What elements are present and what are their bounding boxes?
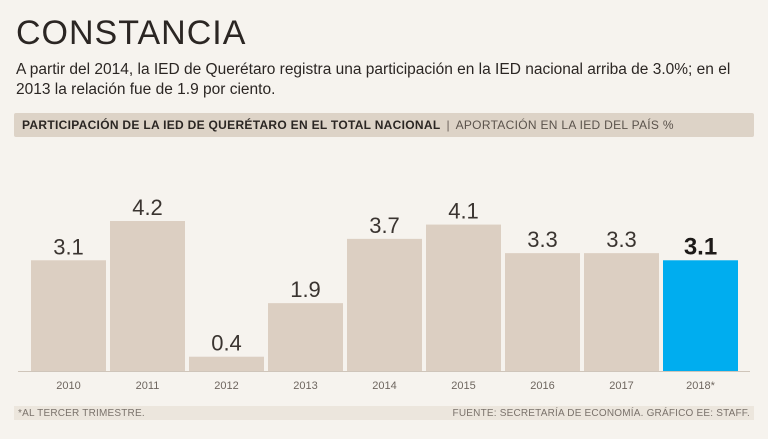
bar-2015 bbox=[426, 224, 501, 371]
footer-bar: *AL TERCER TRIMESTRE. FUENTE: SECRETARÍA… bbox=[14, 406, 754, 420]
category-label-2017: 2017 bbox=[609, 380, 633, 392]
bar-chart: 3.1 2010 4.2 2011 0.4 2012 1.9 2013 3.7 2014 4.1 20… bbox=[18, 195, 750, 392]
category-label-2012: 2012 bbox=[214, 380, 238, 392]
chart-unit-label: APORTACIÓN EN LA IED DEL PAÍS % bbox=[455, 118, 674, 132]
subtitle: A partir del 2014, la IED de Querétaro r… bbox=[16, 61, 731, 98]
bar-2010 bbox=[31, 260, 106, 371]
value-label-2011: 4.2 bbox=[132, 195, 163, 220]
category-label-2018*: 2018* bbox=[686, 380, 715, 392]
category-label-2014: 2014 bbox=[372, 380, 396, 392]
bar-2014 bbox=[347, 238, 422, 371]
category-label-2015: 2015 bbox=[451, 380, 475, 392]
bar-2016 bbox=[505, 253, 580, 371]
category-label-2013: 2013 bbox=[293, 380, 317, 392]
header-separator: | bbox=[446, 118, 450, 132]
value-label-2012: 0.4 bbox=[211, 331, 242, 356]
bar-2017 bbox=[584, 253, 659, 371]
bar-2018* bbox=[663, 260, 738, 371]
category-label-2010: 2010 bbox=[56, 380, 80, 392]
value-label-2017: 3.3 bbox=[606, 227, 637, 252]
footnote: *AL TERCER TRIMESTRE. bbox=[18, 407, 145, 419]
page-title: CONSTANCIA bbox=[16, 14, 247, 52]
value-label-2014: 3.7 bbox=[369, 213, 400, 238]
value-label-2010: 3.1 bbox=[53, 234, 84, 259]
value-label-2018*: 3.1 bbox=[684, 233, 717, 260]
bar-2013 bbox=[268, 303, 343, 371]
chart-title: PARTICIPACIÓN DE LA IED DE QUERÉTARO EN … bbox=[22, 118, 441, 132]
category-label-2016: 2016 bbox=[530, 380, 554, 392]
source-credit: FUENTE: SECRETARÍA DE ECONOMÍA. GRÁFICO … bbox=[452, 407, 750, 419]
category-label-2011: 2011 bbox=[136, 380, 160, 392]
chart-header-bar: PARTICIPACIÓN DE LA IED DE QUERÉTARO EN … bbox=[14, 113, 754, 137]
value-label-2013: 1.9 bbox=[290, 277, 321, 302]
value-label-2016: 3.3 bbox=[527, 227, 558, 252]
value-label-2015: 4.1 bbox=[448, 199, 479, 224]
bar-2012 bbox=[189, 356, 264, 371]
bar-2011 bbox=[110, 221, 185, 371]
